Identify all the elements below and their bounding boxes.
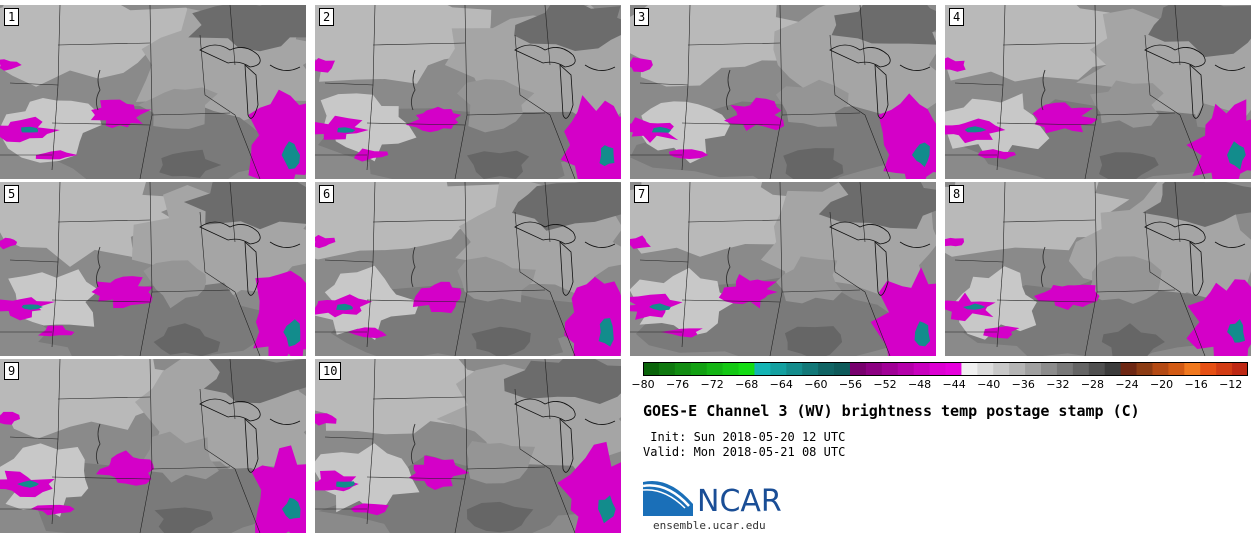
colorbar-tick: −12 [1219, 378, 1243, 391]
colorbar-swatch [1041, 362, 1058, 376]
colorbar-tick: −28 [1080, 378, 1105, 391]
colorbar-swatch [1152, 362, 1169, 376]
panel-number-label: 9 [4, 362, 20, 380]
colorbar-tick: −56 [838, 378, 863, 391]
water-vapor-map [315, 182, 621, 356]
panel-number-label: 3 [634, 8, 650, 26]
colorbar-tick: −52 [873, 378, 897, 391]
colorbar-tick: −36 [1011, 378, 1035, 391]
water-vapor-map [315, 359, 621, 533]
colorbar-swatch [993, 362, 1010, 376]
colorbar-swatch [1120, 362, 1138, 376]
map-panel-1: 1 [0, 5, 306, 179]
colorbar-swatch [1104, 362, 1122, 376]
water-vapor-map [0, 182, 306, 356]
water-vapor-map [315, 5, 621, 179]
colorbar-tick: −64 [769, 378, 793, 391]
map-panel-5: 5 [0, 182, 306, 356]
colorbar-swatch [786, 362, 803, 376]
colorbar-swatch [834, 362, 851, 376]
colorbar-swatch [1136, 362, 1153, 376]
colorbar-swatch [1088, 362, 1106, 376]
colorbar-swatch [929, 362, 946, 376]
colorbar-swatch [913, 362, 931, 376]
panel-number-label: 2 [319, 8, 335, 26]
colorbar-tick: −80 [631, 378, 655, 391]
ensemble-url: ensemble.ucar.edu [653, 519, 766, 532]
map-panel-10: 10 [315, 359, 621, 533]
colorbar-swatch [754, 362, 771, 376]
panel-number-label: 8 [949, 185, 965, 203]
colorbar-swatch [690, 362, 708, 376]
chart-title: GOES-E Channel 3 (WV) brightness temp po… [643, 402, 1140, 420]
temperature-colorbar [643, 362, 1248, 376]
colorbar-swatch [849, 362, 867, 376]
colorbar-tick: −76 [665, 378, 690, 391]
colorbar-swatch [738, 362, 755, 376]
colorbar-tick: −68 [735, 378, 759, 391]
map-panel-9: 9 [0, 359, 306, 533]
colorbar-swatch [818, 362, 835, 376]
colorbar-swatch [1232, 362, 1248, 376]
ncar-logo-text: NCAR [697, 484, 782, 519]
water-vapor-map [630, 182, 936, 356]
water-vapor-map [0, 359, 306, 533]
colorbar-swatch [1184, 362, 1201, 376]
colorbar-swatch [977, 362, 994, 376]
colorbar-tick: −20 [1149, 378, 1174, 391]
map-panel-4: 4 [945, 5, 1251, 179]
colorbar-swatch [1216, 362, 1233, 376]
map-panel-8: 8 [945, 182, 1251, 356]
colorbar-tick-labels: −80 −76 −72 −68 −64 −60 −56 −52 −48 −44 −40 −36 −32−… [631, 378, 1248, 392]
water-vapor-map [630, 5, 936, 179]
colorbar-tick: −16 [1184, 378, 1208, 391]
map-panel-6: 6 [315, 182, 621, 356]
colorbar-swatch [961, 362, 978, 376]
colorbar-swatch [706, 362, 724, 376]
colorbar-tick: −44 [942, 378, 966, 391]
colorbar-tick: −72 [700, 378, 724, 391]
water-vapor-map [0, 5, 306, 179]
panel-number-label: 5 [4, 185, 20, 203]
colorbar-swatch [1025, 362, 1042, 376]
colorbar-swatch [1168, 362, 1185, 376]
init-time: Init: Sun 2018-05-20 12 UTC [643, 430, 846, 444]
map-panel-2: 2 [315, 5, 621, 179]
map-panel-3: 3 [630, 5, 936, 179]
colorbar-swatch [643, 362, 660, 376]
colorbar-tick: −40 [977, 378, 1001, 391]
colorbar-swatch [658, 362, 676, 376]
colorbar-swatch [881, 362, 899, 376]
ncar-logo-icon [643, 480, 693, 516]
colorbar-tick: −60 [804, 378, 828, 391]
water-vapor-map [945, 182, 1251, 356]
panel-number-label: 10 [319, 362, 342, 380]
colorbar-swatch [770, 362, 787, 376]
colorbar-tick: −48 [907, 378, 932, 391]
colorbar-swatch [865, 362, 883, 376]
colorbar-swatch [1056, 362, 1074, 376]
colorbar-swatch [897, 362, 915, 376]
colorbar-tick: −32 [1046, 378, 1070, 391]
colorbar-tick: −24 [1115, 378, 1139, 391]
colorbar-swatch [1072, 362, 1090, 376]
colorbar-swatch [722, 362, 740, 376]
map-panel-7: 7 [630, 182, 936, 356]
colorbar-swatch [674, 362, 692, 376]
water-vapor-map [945, 5, 1251, 179]
panel-number-label: 4 [949, 8, 965, 26]
colorbar-swatch [802, 362, 819, 376]
panel-number-label: 7 [634, 185, 650, 203]
valid-time: Valid: Mon 2018-05-21 08 UTC [643, 445, 846, 459]
panel-number-label: 1 [4, 8, 20, 26]
panel-number-label: 6 [319, 185, 335, 203]
colorbar-swatch [1009, 362, 1026, 376]
colorbar-swatch [945, 362, 962, 376]
colorbar-swatch [1200, 362, 1217, 376]
